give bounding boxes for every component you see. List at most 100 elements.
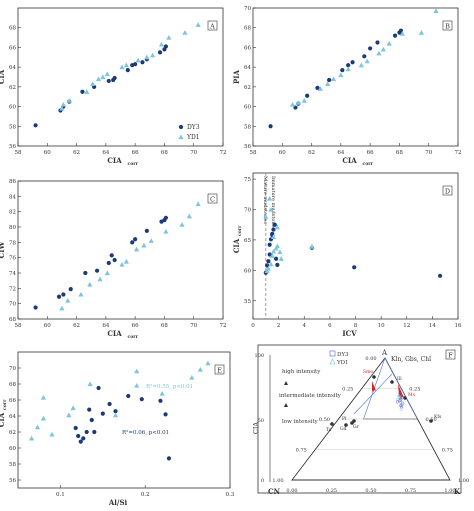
panel-label: A [209, 23, 215, 31]
plot-frame [257, 344, 462, 494]
y-tick-label: 60 [9, 446, 16, 452]
mineral-point [352, 419, 356, 423]
y-tick-label: 78 [9, 240, 16, 246]
data-point [392, 33, 398, 38]
legend-label-yd1: YD1 [186, 134, 200, 141]
y-axis-label-group: CIA [0, 69, 6, 84]
y-axis-label-group: CIA corr [232, 225, 243, 253]
y-tick-label: 58 [9, 124, 16, 130]
data-point [81, 436, 86, 441]
x-tick-label: 62 [73, 323, 80, 329]
data-point [33, 305, 38, 310]
data-point [205, 360, 211, 366]
series-yd1 [28, 360, 211, 441]
data-point [133, 237, 138, 242]
data-point [437, 273, 443, 278]
legend-label-dy3: DY3 [337, 352, 349, 358]
bottom-tick-label: 1.00 [444, 488, 455, 494]
data-point [150, 52, 156, 58]
y-axis-label: CIA [0, 412, 6, 427]
data-point [123, 62, 129, 68]
x-tick-label: 0.3 [226, 492, 235, 498]
data-point [158, 398, 163, 403]
data-point [266, 259, 271, 264]
data-point [368, 46, 373, 51]
data-point [277, 249, 283, 255]
trend-line [384, 357, 418, 420]
y-axis-label-sub: corr [238, 225, 243, 236]
y-axis-label-group: CIW [0, 242, 6, 259]
y-tick-label: 56 [9, 144, 16, 150]
vertex-label-top: A [381, 349, 388, 357]
data-point [158, 41, 165, 47]
vertex-label-left: CN [268, 487, 281, 496]
x-axis-label: ICV [342, 329, 357, 338]
data-point [107, 401, 112, 407]
series-dy3 [33, 215, 168, 310]
panel-label-box [445, 349, 456, 360]
data-point [83, 270, 88, 276]
data-point [274, 243, 280, 249]
panel-label-box [214, 364, 225, 375]
plot-frame [17, 7, 224, 147]
mineral-label: Ill [397, 376, 402, 382]
x-tick-label: 4 [303, 323, 307, 329]
cia-tick-label: 100 [254, 353, 264, 359]
x-tick-label: 70 [190, 150, 197, 156]
data-point [179, 222, 185, 227]
data-point [87, 281, 93, 287]
y-axis-label: CIW [0, 242, 6, 259]
panel-label-box [207, 20, 218, 31]
series-yd1 [59, 22, 201, 111]
y-tick-label: 64 [9, 414, 16, 420]
data-point [109, 253, 114, 258]
minerals-label: Kln, Gbs, Chl [391, 356, 431, 363]
data-point [364, 58, 370, 64]
x-tick-label: 2 [277, 323, 281, 329]
x-tick-label: 58 [15, 150, 22, 156]
y-tick-label: 75 [244, 177, 251, 183]
data-point [163, 229, 169, 234]
mineral-point [390, 380, 394, 384]
data-point [338, 72, 344, 78]
cia-tick-label: 0 [261, 478, 264, 484]
y-tick-label: 66 [9, 45, 16, 51]
data-point [195, 201, 201, 207]
panel-label: D [445, 188, 450, 196]
sample-point [396, 397, 400, 402]
series-dy3 [268, 28, 403, 129]
annotation-mature: Mature mudstones [262, 176, 268, 224]
x-tick-label: 62 [73, 150, 80, 156]
x-tick-label: 72 [220, 323, 227, 329]
y-tick-label: 55 [244, 299, 251, 305]
cia-axis-label: CIA [252, 422, 260, 435]
data-point [65, 298, 71, 303]
data-point [94, 268, 100, 273]
left-tick-label: 0.75 [296, 448, 307, 454]
trend-line [353, 373, 393, 415]
data-point [182, 30, 188, 35]
data-point [33, 123, 38, 128]
mineral-point [330, 422, 334, 426]
data-point [386, 40, 392, 46]
data-point [68, 287, 73, 292]
data-point [59, 305, 65, 311]
data-point [112, 257, 117, 263]
y-axis-label-group: CIA corr [0, 399, 8, 427]
bottom-tick-label: 0.00 [286, 488, 297, 494]
data-point [112, 412, 119, 418]
x-tick-label: 60 [44, 150, 51, 156]
data-point [141, 242, 147, 248]
data-point [28, 435, 35, 441]
x-tick-label: 16 [455, 323, 462, 329]
data-point [274, 224, 280, 230]
y-tick-label: 64 [9, 65, 16, 71]
data-point [163, 215, 168, 220]
data-point [97, 276, 103, 282]
x-tick-label: 14 [429, 323, 436, 329]
data-point [418, 30, 424, 35]
data-point [148, 238, 154, 243]
data-point [89, 417, 94, 423]
data-point [100, 411, 105, 416]
